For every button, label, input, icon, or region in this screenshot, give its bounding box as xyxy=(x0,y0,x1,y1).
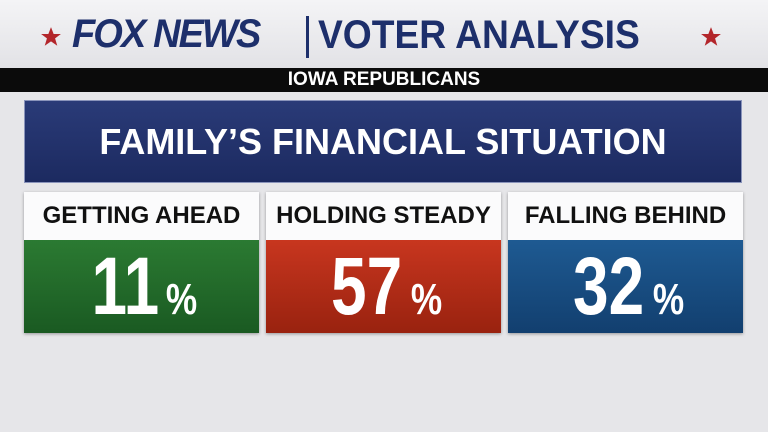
subtitle: IOWA REPUBLICANS xyxy=(0,68,768,92)
value: 11 xyxy=(91,241,159,332)
value: 32 xyxy=(573,241,645,332)
divider xyxy=(306,16,309,58)
card-label: HOLDING STEADY xyxy=(266,192,501,240)
header: FOX NEWS VOTER ANALYSIS xyxy=(0,0,768,68)
panel-title: FAMILY’S FINANCIAL SITUATION xyxy=(24,100,742,183)
card-label: GETTING AHEAD xyxy=(24,192,259,240)
card-value: 57% xyxy=(266,240,501,333)
card: FALLING BEHIND 32% xyxy=(508,192,743,333)
value: 57 xyxy=(331,241,403,332)
card: HOLDING STEADY 57% xyxy=(266,192,501,333)
title: VOTER ANALYSIS xyxy=(318,13,640,57)
brand: FOX NEWS xyxy=(72,12,261,56)
card-value: 32% xyxy=(508,240,743,333)
card-value: 11% xyxy=(24,240,259,333)
card-label: FALLING BEHIND xyxy=(508,192,743,240)
unit: % xyxy=(652,275,684,324)
unit: % xyxy=(166,275,198,324)
star xyxy=(41,27,61,46)
star xyxy=(701,27,721,46)
unit: % xyxy=(410,275,442,324)
card: GETTING AHEAD 11% xyxy=(24,192,259,333)
